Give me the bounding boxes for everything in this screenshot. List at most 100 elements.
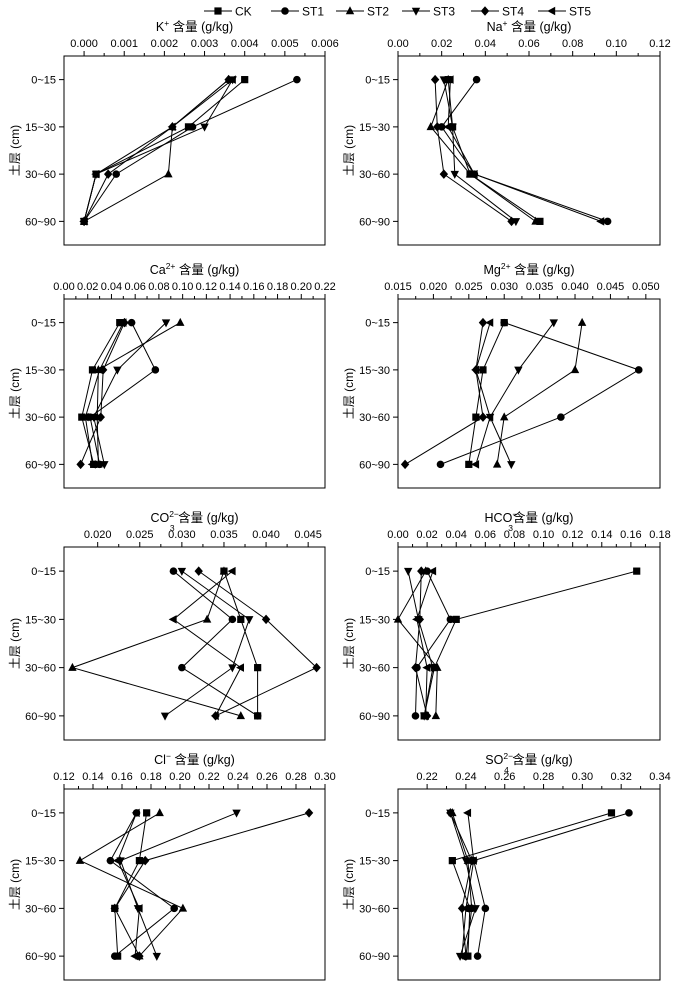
series-line [468, 322, 505, 465]
data-point [430, 74, 440, 85]
data-point [411, 712, 420, 720]
data-point [492, 459, 502, 468]
series-line [93, 322, 167, 465]
y-tick-label: 0~15 [365, 808, 390, 820]
x-tick-label: 0.030 [490, 281, 518, 293]
x-tick-label: 0.025 [455, 281, 483, 293]
data-point [393, 614, 403, 623]
y-tick-label: 15~30 [359, 122, 390, 134]
x-tick-label: 0.040 [252, 529, 280, 541]
y-tick-label: 15~30 [359, 614, 390, 626]
y-tick-label: 15~30 [359, 365, 390, 377]
data-point [253, 712, 262, 720]
x-tick-label: 0.000 [70, 38, 98, 50]
panel-na: Na+ 含量 (g/kg) 0.00 0.02 0.04 0.06 0.08 0.10 0.1… [342, 18, 671, 246]
series-line [451, 812, 612, 957]
y-tick-label: 0~15 [365, 75, 390, 87]
x-tick-label: 0.003 [191, 38, 219, 50]
series-st1 [437, 75, 612, 226]
x-tick-label: 0.16 [111, 771, 132, 783]
data-point [88, 366, 97, 374]
data-point [478, 412, 488, 422]
data-point [463, 808, 472, 818]
series-line [447, 79, 602, 222]
x-tick-label: 0.00 [387, 529, 408, 541]
series-line [489, 322, 555, 465]
series-st3 [89, 319, 171, 470]
series-line [70, 570, 241, 717]
x-tick-label: 0.02 [416, 529, 437, 541]
panel-title: Na+ 含量 (g/kg) [487, 18, 572, 34]
data-point [134, 904, 143, 913]
series-ck [465, 319, 508, 468]
x-tick-label: 0.12 [562, 529, 583, 541]
data-point [500, 318, 509, 327]
data-point [443, 122, 452, 132]
data-point [469, 169, 478, 179]
x-tick-label: 0.045 [597, 281, 625, 293]
data-point [228, 664, 237, 673]
data-point [135, 951, 144, 961]
series-line [80, 322, 125, 465]
x-tick-label: 0.045 [294, 529, 322, 541]
series-line [83, 79, 233, 222]
series-line [451, 812, 473, 957]
panel-so4: SO2− 4 含量 (g/kg) 0.22 0.24 0.26 0.28 0.30 0.32 0… [342, 751, 671, 981]
series-st3 [160, 567, 254, 721]
panel-cl: Cl− 含量 (g/kg) 0.12 0.14 0.16 0.18 0.20 0.22 0.2… [8, 751, 336, 981]
data-point [152, 952, 161, 961]
x-tick-label: 0.015 [384, 281, 412, 293]
data-point [68, 662, 77, 671]
data-point [452, 615, 460, 623]
series-line [407, 570, 434, 716]
x-tick-label: 0.020 [420, 281, 448, 293]
data-point [232, 809, 241, 818]
data-point [471, 460, 480, 469]
data-point [236, 663, 245, 672]
legend-marker-st5 [547, 6, 556, 16]
data-point [625, 809, 633, 817]
data-point [417, 566, 426, 576]
series-st5 [412, 566, 437, 721]
plot-frame [63, 788, 326, 981]
data-point [168, 615, 177, 624]
series-line [423, 570, 637, 717]
data-point [76, 459, 85, 470]
x-tick-label: 0.22 [198, 771, 219, 783]
data-point [167, 122, 176, 132]
y-axis-label: 土层 (cm) [8, 368, 22, 419]
x-tick-label: 0.26 [494, 771, 515, 783]
y-axis-label: 土层 (cm) [342, 368, 356, 419]
data-point [236, 711, 246, 720]
x-tick-label: 0.001 [110, 38, 138, 50]
data-point [210, 711, 219, 721]
data-point [237, 615, 245, 623]
data-point [94, 459, 103, 468]
x-tick-label: 0.02 [431, 38, 452, 50]
y-tick-label: 0~15 [31, 808, 56, 820]
x-tick-label: 0.12 [196, 281, 217, 293]
legend-label: CK [235, 5, 252, 19]
x-tick-label: 0.005 [271, 38, 299, 50]
data-point [433, 662, 442, 671]
series-line [172, 570, 242, 717]
x-tick-label: 0.020 [84, 529, 112, 541]
x-tick-label: 0.30 [314, 771, 335, 783]
x-tick-label: 0.035 [526, 281, 554, 293]
series-st5 [80, 318, 127, 469]
legend-item-st4: ST4 [471, 5, 524, 19]
data-point [446, 615, 455, 624]
data-point [465, 460, 473, 468]
data-point [472, 413, 480, 421]
data-point [439, 169, 449, 179]
series-ck [448, 809, 616, 960]
legend: CK ST1 ST2 ST3 ST4 ST5 [204, 5, 591, 19]
data-point [411, 662, 420, 673]
data-point [428, 566, 437, 576]
series-line [114, 812, 148, 957]
y-axis-label: 土层 (cm) [342, 618, 356, 669]
series-st2 [93, 317, 185, 468]
y-tick-label: 60~90 [25, 216, 56, 228]
data-point [531, 216, 540, 225]
y-tick-label: 15~30 [25, 365, 56, 377]
